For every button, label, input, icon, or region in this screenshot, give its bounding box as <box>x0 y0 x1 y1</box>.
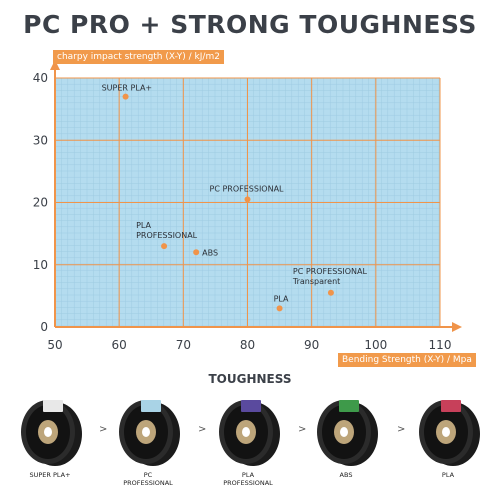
y-tick-label: 10 <box>33 258 48 272</box>
data-point <box>193 249 200 256</box>
filament-spool-icon <box>21 400 82 466</box>
data-point-label: SUPER PLA+ <box>102 84 153 93</box>
filament-spool-icon <box>419 400 480 466</box>
product-spool: ABS <box>306 392 386 479</box>
x-axis-arrow <box>452 322 462 332</box>
data-point-label: PC PROFESSIONAL Transparent <box>292 267 368 286</box>
product-spool: PLA <box>408 392 488 479</box>
y-axis-label: charpy impact strength (X-Y) / kJ/m2 <box>53 50 224 64</box>
product-label: PLA <box>441 471 455 479</box>
product-lineup: SUPER PLA+ PC PROFESSIONAL PLA PROFESSIONA… <box>0 392 500 500</box>
data-point <box>327 289 334 296</box>
filament-spool-icon <box>317 400 378 466</box>
product-spool: SUPER PLA+ <box>10 392 90 479</box>
page-title: PC PRO + STRONG TOUGHNESS <box>23 10 477 39</box>
data-point <box>161 243 168 250</box>
x-tick-label: 90 <box>304 338 319 352</box>
data-point-label: PLA <box>274 294 289 303</box>
y-tick-label: 40 <box>33 71 48 85</box>
scatter-chart: 50 60 70 80 90 100 110 0 10 20 30 40 SUPER PLA+ PC PR… <box>33 60 462 352</box>
x-axis-label: Bending Strength (X-Y) / Mpa <box>338 353 476 367</box>
product-label: PLA PROFESSIONAL <box>223 471 273 487</box>
y-tick-label: 30 <box>33 133 48 147</box>
x-tick-label: 80 <box>240 338 255 352</box>
data-point-label: PLA PROFESSIONAL <box>136 221 198 240</box>
product-spool: PC PROFESSIONAL <box>108 392 188 487</box>
product-label: PC PROFESSIONAL <box>123 471 173 487</box>
x-tick-label: 70 <box>176 338 191 352</box>
data-point-label: ABS <box>202 248 218 257</box>
data-point <box>244 196 251 203</box>
filament-spool-icon <box>219 400 280 466</box>
order-arrow-icon: > <box>99 424 108 435</box>
data-point <box>122 93 129 100</box>
data-point <box>276 305 283 312</box>
toughness-heading: TOUGHNESS <box>208 372 292 386</box>
y-tick-label: 20 <box>33 196 48 210</box>
y-axis-arrow <box>50 60 60 70</box>
x-tick-label: 100 <box>364 338 387 352</box>
order-arrow-icon: > <box>397 424 406 435</box>
product-label: ABS <box>339 471 353 479</box>
x-tick-label: 60 <box>112 338 127 352</box>
product-spool: PLA PROFESSIONAL <box>208 392 288 487</box>
data-point-label: PC PROFESSIONAL <box>210 184 285 193</box>
y-tick-label: 0 <box>40 320 48 334</box>
order-arrow-icon: > <box>198 424 207 435</box>
x-tick-label: 110 <box>429 338 452 352</box>
x-tick-label: 50 <box>47 338 62 352</box>
filament-spool-icon <box>119 400 180 466</box>
product-label: SUPER PLA+ <box>29 471 71 479</box>
order-arrow-icon: > <box>298 424 307 435</box>
